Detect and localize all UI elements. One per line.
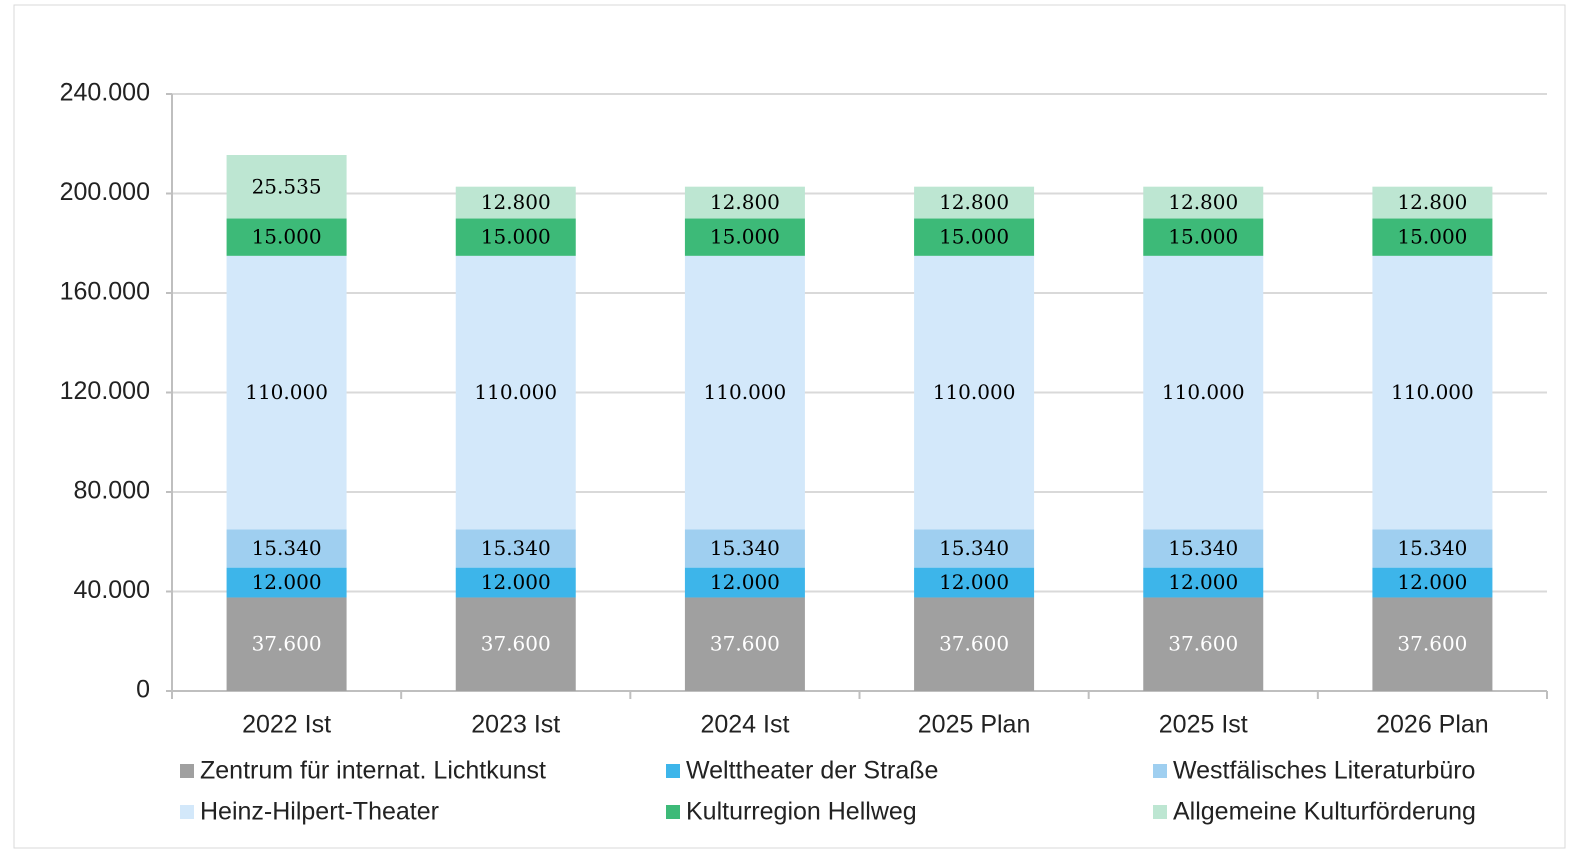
x-tick-label: 2026 Plan: [1376, 711, 1489, 739]
y-tick-label: 0: [136, 676, 150, 704]
data-label: 110.000: [1391, 380, 1474, 404]
bar-segment: [455, 255, 576, 530]
data-label: 15.340: [481, 536, 551, 560]
legend-swatch: [666, 764, 680, 778]
data-label: 12.800: [939, 190, 1009, 214]
data-label: 12.000: [252, 570, 322, 594]
legend-swatch: [180, 805, 194, 819]
legend-label: Welttheater der Straße: [686, 757, 938, 785]
data-label: 12.000: [1168, 570, 1238, 594]
bar-segment: [684, 255, 805, 530]
bar-segment: [455, 218, 576, 256]
data-label: 12.000: [481, 570, 551, 594]
data-label: 37.600: [710, 632, 780, 656]
bar-segment: [455, 529, 576, 568]
x-tick-label: 2025 Plan: [918, 711, 1031, 739]
bar-segment: [455, 567, 576, 598]
bar-segment: [914, 567, 1035, 598]
legend-swatch: [180, 764, 194, 778]
data-label: 110.000: [474, 380, 557, 404]
data-label: 12.800: [1397, 190, 1467, 214]
bar-segment: [455, 597, 576, 691]
x-tick-label: 2022 Ist: [242, 711, 331, 739]
data-label: 15.340: [1168, 536, 1238, 560]
y-tick-label: 200.000: [60, 178, 150, 206]
bar-segment: [914, 186, 1035, 219]
legend-swatch: [1153, 805, 1167, 819]
x-tick-label: 2024 Ist: [700, 711, 789, 739]
y-tick-label: 240.000: [60, 79, 150, 107]
bar-segment: [914, 255, 1035, 530]
data-label: 110.000: [704, 380, 787, 404]
bar-segment: [684, 567, 805, 598]
bar-segment: [226, 597, 347, 691]
legend-swatch: [1153, 764, 1167, 778]
bar-segment: [684, 186, 805, 219]
bar-segment: [226, 218, 347, 256]
data-label: 37.600: [1397, 632, 1467, 656]
bar-segment: [1372, 186, 1493, 219]
bar-segment: [914, 597, 1035, 691]
data-label: 37.600: [939, 632, 1009, 656]
legend-label: Westfälisches Literaturbüro: [1173, 757, 1475, 785]
y-tick-label: 40.000: [74, 576, 150, 604]
legend-label: Allgemeine Kulturförderung: [1173, 798, 1476, 826]
data-label: 15.340: [710, 536, 780, 560]
data-label: 37.600: [252, 632, 322, 656]
data-label: 15.000: [939, 225, 1009, 249]
data-label: 15.340: [252, 536, 322, 560]
data-label: 15.000: [1397, 225, 1467, 249]
data-label: 37.600: [1168, 632, 1238, 656]
bar-segment: [455, 186, 576, 219]
y-tick-label: 80.000: [74, 477, 150, 505]
legend-label: Zentrum für internat. Lichtkunst: [200, 757, 546, 785]
bar-segment: [914, 529, 1035, 568]
bar-segment: [684, 218, 805, 256]
bar-segment: [1372, 529, 1493, 568]
bar-segment: [1143, 186, 1264, 219]
data-label: 15.000: [252, 225, 322, 249]
data-label: 12.000: [710, 570, 780, 594]
bar-segment: [1372, 597, 1493, 691]
bar-segment: [684, 529, 805, 568]
bar-segment: [1143, 255, 1264, 530]
data-label: 25.535: [252, 174, 322, 198]
y-tick-label: 120.000: [60, 377, 150, 405]
data-label: 15.000: [1168, 225, 1238, 249]
bar-segment: [226, 567, 347, 598]
data-label: 110.000: [1162, 380, 1245, 404]
bar-segment: [1372, 255, 1493, 530]
legend-label: Kulturregion Hellweg: [686, 798, 917, 826]
bar-segment: [1372, 567, 1493, 598]
data-label: 12.000: [1397, 570, 1467, 594]
legend-swatch: [666, 805, 680, 819]
data-label: 12.000: [939, 570, 1009, 594]
data-label: 110.000: [933, 380, 1016, 404]
bar-segment: [1143, 567, 1264, 598]
legend-label: Heinz-Hilpert-Theater: [200, 798, 439, 826]
bar-segment: [914, 218, 1035, 256]
bar-segment: [226, 255, 347, 530]
y-tick-label: 160.000: [60, 278, 150, 306]
bar-segment: [1143, 597, 1264, 691]
data-label: 12.800: [710, 190, 780, 214]
bar-segment: [226, 155, 347, 219]
bar-segment: [1143, 529, 1264, 568]
data-label: 37.600: [481, 632, 551, 656]
data-label: 15.000: [710, 225, 780, 249]
bar-segment: [226, 529, 347, 568]
x-tick-label: 2025 Ist: [1159, 711, 1248, 739]
data-label: 110.000: [245, 380, 328, 404]
data-label: 15.340: [1397, 536, 1467, 560]
data-label: 15.000: [481, 225, 551, 249]
data-label: 12.800: [1168, 190, 1238, 214]
bar-segment: [1143, 218, 1264, 256]
data-label: 12.800: [481, 190, 551, 214]
bar-segment: [1372, 218, 1493, 256]
data-label: 15.340: [939, 536, 1009, 560]
x-tick-label: 2023 Ist: [471, 711, 560, 739]
bar-segment: [684, 597, 805, 691]
